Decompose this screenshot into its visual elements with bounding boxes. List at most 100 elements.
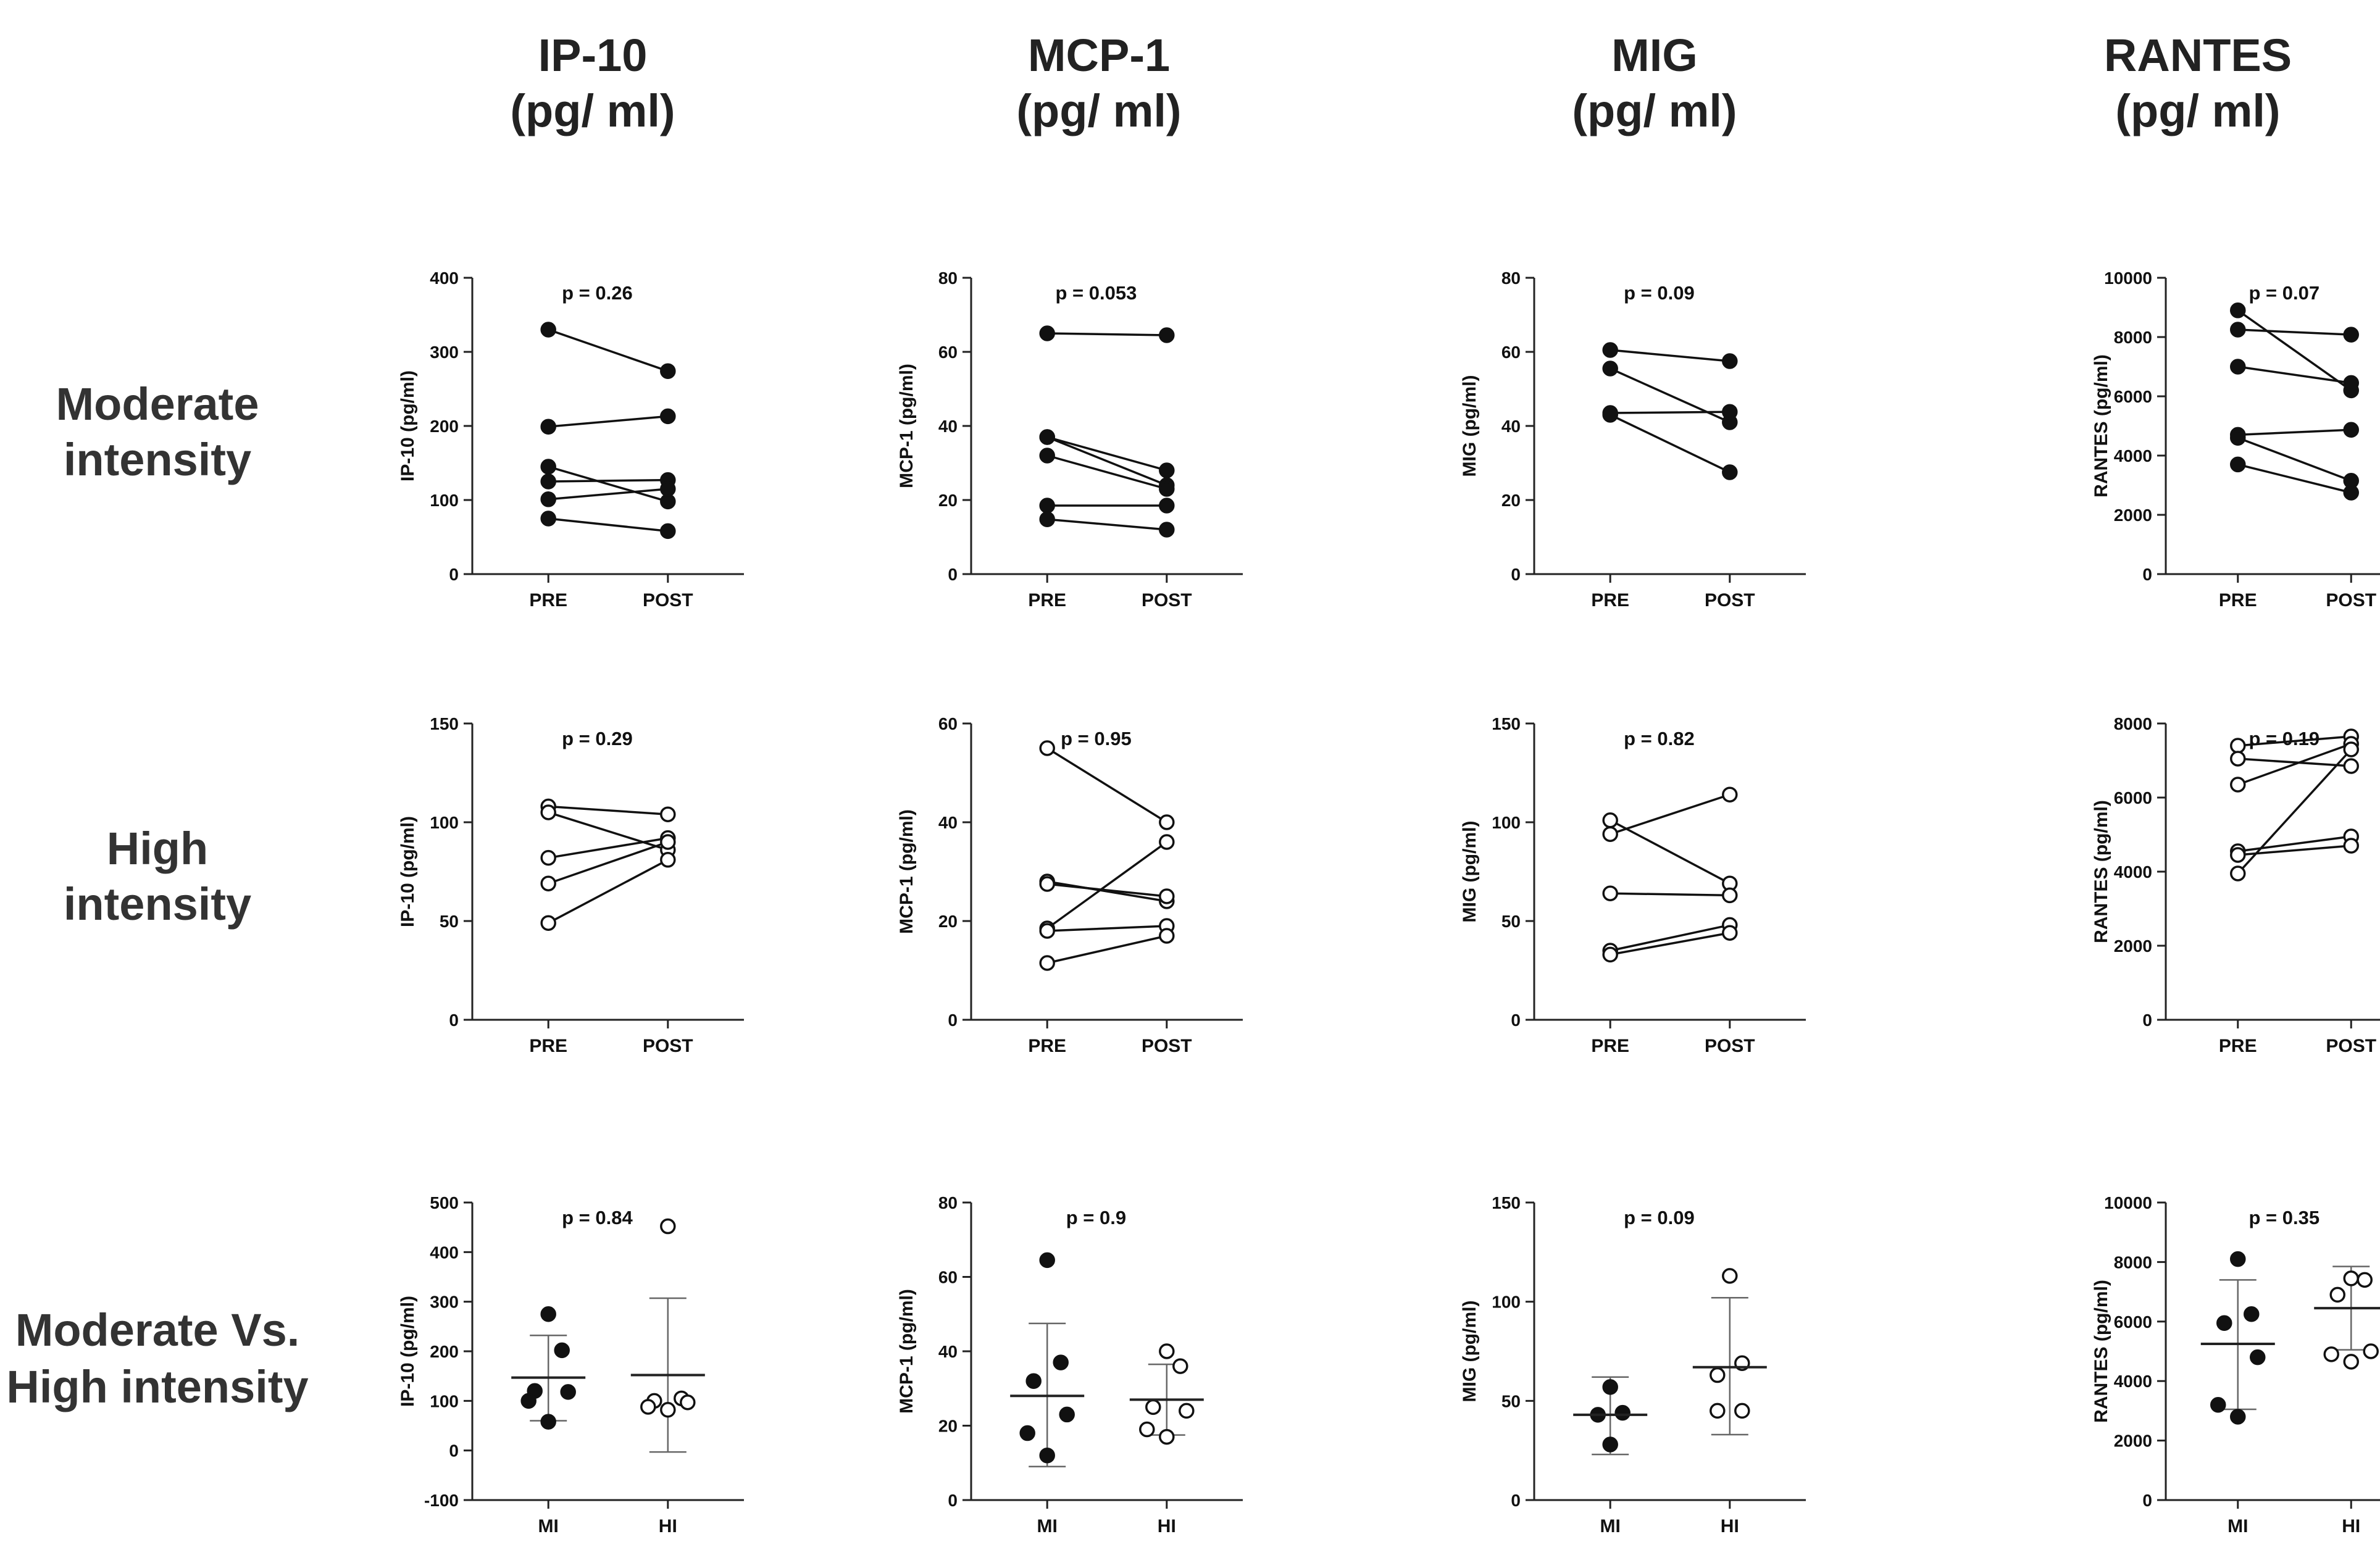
data-point-open — [1172, 1358, 1188, 1374]
y-tick-label: 2000 — [2114, 936, 2152, 956]
subject-series — [1039, 429, 1175, 493]
y-tick-label: 20 — [1501, 491, 1521, 510]
data-point-filled — [1039, 1252, 1055, 1269]
x-tick-label: POST — [643, 590, 693, 611]
x-tick-label: PRE — [1591, 590, 1629, 611]
p-value-label: p = 0.9 — [1066, 1207, 1126, 1228]
x-tick-label: POST — [1142, 1036, 1192, 1056]
column-unit-mig: (pg/ ml) — [1572, 85, 1737, 136]
data-point-filled — [660, 408, 676, 425]
data-point-filled — [2216, 1315, 2232, 1331]
data-point-open — [2363, 1343, 2379, 1359]
data-point-open — [1710, 1403, 1726, 1419]
data-point-filled — [1039, 1447, 1055, 1464]
chart-panel-2-2: 0 50 100 150 MI HI MIG (pg/ml) p = 0.09 — [1459, 1193, 1806, 1536]
p-value-label: p = 0.84 — [562, 1207, 633, 1228]
subject-series — [1602, 404, 1738, 421]
data-point-filled — [1059, 1406, 1075, 1423]
data-point-filled — [1722, 404, 1738, 420]
subject-line — [2237, 428, 2352, 436]
data-point-open — [1602, 826, 1618, 842]
subject-line — [548, 841, 669, 885]
row-title-high-line1: High — [107, 823, 208, 874]
y-tick-label: 0 — [948, 1011, 958, 1030]
subject-series — [1602, 885, 1738, 904]
y-tick-label: 0 — [1511, 1011, 1521, 1030]
y-axis-label: MIG (pg/ml) — [1459, 1301, 1480, 1403]
subject-series — [540, 511, 676, 540]
subject-line — [548, 488, 668, 501]
data-point-filled — [1039, 498, 1055, 514]
x-tick-label: POST — [2326, 590, 2376, 611]
subject-series — [540, 408, 676, 435]
chart-panel-0-3: 0 2000 4000 6000 8000 10000 PRE POST RANTES (pg/… — [2091, 269, 2380, 611]
data-point-open — [1145, 1399, 1161, 1415]
y-tick-label: 40 — [938, 1342, 958, 1361]
y-tick-label: 80 — [938, 1193, 958, 1212]
data-point-filled — [2250, 1349, 2266, 1365]
data-point-open — [1602, 946, 1618, 963]
data-point-filled — [1602, 1379, 1618, 1395]
y-axis-label: MIG (pg/ml) — [1459, 375, 1480, 477]
data-point-open — [540, 849, 556, 866]
group-mi — [511, 1306, 586, 1430]
y-tick-label: 10000 — [2104, 1193, 2152, 1212]
chart-panel-1-2: 0 50 100 150 PRE POST MIG (pg/ml) p = 0.82 — [1459, 714, 1806, 1056]
subject-series — [1602, 812, 1738, 891]
y-axis-label: MCP-1 (pg/ml) — [896, 809, 917, 934]
column-title-ip10: IP-10 — [538, 30, 648, 81]
data-point-open — [2329, 1286, 2345, 1303]
data-point-filled — [2210, 1397, 2226, 1413]
y-axis-label: RANTES (pg/ml) — [2091, 1280, 2111, 1423]
y-tick-label: 6000 — [2114, 1312, 2152, 1332]
p-value-label: p = 0.09 — [1624, 282, 1695, 304]
y-tick-label: 2000 — [2114, 1432, 2152, 1451]
y-tick-label: 20 — [938, 1417, 958, 1436]
data-point-filled — [660, 523, 676, 540]
subject-line — [1046, 747, 1167, 823]
data-point-open — [1602, 812, 1618, 828]
data-point-open — [660, 806, 676, 822]
chart-panel-2-1: 0 20 40 60 80 MI HI MCP-1 (pg/ml) p = 0.9 — [896, 1193, 1243, 1536]
data-point-filled — [554, 1342, 570, 1359]
subject-line — [1047, 518, 1167, 531]
data-point-filled — [540, 511, 556, 527]
data-point-open — [1159, 814, 1175, 830]
subject-line — [548, 805, 668, 815]
y-tick-label: 4000 — [2114, 862, 2152, 882]
y-tick-label: 2000 — [2114, 506, 2152, 525]
x-tick-label: MI — [2228, 1516, 2248, 1536]
subject-line — [1610, 349, 1730, 362]
group-hi — [1692, 1268, 1767, 1436]
y-tick-label: 0 — [1511, 565, 1521, 584]
subject-line — [2237, 757, 2352, 767]
data-point-filled — [2230, 322, 2246, 338]
data-point-open — [2230, 847, 2246, 863]
chart-panel-2-3: 0 2000 4000 6000 8000 10000 MI HI RANTES (pg/ml)… — [2091, 1193, 2380, 1536]
row-title-comparison-line1: Moderate Vs. — [15, 1304, 300, 1356]
x-tick-label: PRE — [529, 1036, 567, 1056]
data-point-open — [2230, 777, 2246, 793]
y-tick-label: 0 — [2142, 565, 2152, 584]
data-point-filled — [520, 1393, 537, 1409]
p-value-label: p = 0.09 — [1624, 1207, 1695, 1228]
subject-line — [2237, 365, 2352, 385]
subject-series — [1039, 429, 1175, 478]
subject-line — [548, 415, 668, 428]
y-tick-label: 500 — [430, 1193, 459, 1212]
y-tick-label: 50 — [1501, 1391, 1521, 1411]
y-tick-label: 0 — [449, 1441, 459, 1461]
subject-line — [1610, 892, 1730, 897]
y-axis-label: IP-10 (pg/ml) — [398, 370, 418, 482]
data-point-open — [2343, 838, 2359, 854]
x-tick-label: PRE — [2219, 1036, 2257, 1056]
subject-line — [548, 478, 668, 483]
x-tick-label: MI — [538, 1516, 559, 1536]
subject-line — [2237, 735, 2352, 747]
y-tick-label: 0 — [449, 1011, 459, 1030]
x-tick-label: PRE — [1028, 590, 1066, 611]
y-tick-label: 0 — [1511, 1491, 1521, 1510]
data-point-open — [1159, 834, 1175, 850]
data-point-filled — [1159, 498, 1175, 514]
